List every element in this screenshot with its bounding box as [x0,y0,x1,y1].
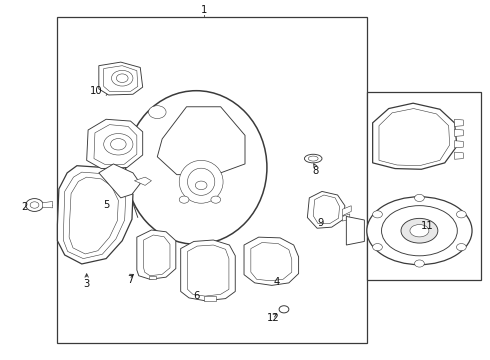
Circle shape [179,196,189,203]
Polygon shape [373,103,457,169]
Polygon shape [307,192,345,228]
Polygon shape [343,206,351,216]
Circle shape [111,139,126,150]
Circle shape [26,199,43,211]
Text: 1: 1 [200,5,207,15]
Text: 5: 5 [103,200,109,210]
Polygon shape [148,276,156,279]
Ellipse shape [179,160,223,203]
Circle shape [148,106,166,118]
Text: 4: 4 [273,277,280,287]
Text: 11: 11 [421,221,434,231]
Circle shape [372,211,382,218]
Circle shape [372,244,382,251]
Text: 12: 12 [267,312,280,323]
Polygon shape [343,214,350,221]
Text: 10: 10 [90,86,103,96]
Polygon shape [134,177,151,185]
Polygon shape [87,119,143,168]
Circle shape [112,70,133,86]
Ellipse shape [308,156,318,161]
Polygon shape [57,166,133,264]
Ellipse shape [410,225,429,237]
Circle shape [196,181,207,190]
Circle shape [415,260,424,267]
Polygon shape [346,216,365,245]
Bar [57,18,367,342]
Polygon shape [181,240,235,301]
Text: 2: 2 [22,202,28,212]
Polygon shape [455,129,463,136]
Polygon shape [42,202,52,208]
Circle shape [116,74,128,82]
Circle shape [30,202,39,208]
Ellipse shape [401,219,438,243]
Polygon shape [455,141,463,148]
Polygon shape [99,62,143,95]
Polygon shape [203,296,216,301]
Ellipse shape [304,154,322,163]
Text: 8: 8 [313,166,319,176]
Bar [367,93,481,280]
Polygon shape [157,107,245,175]
Circle shape [104,134,133,155]
Circle shape [457,211,466,218]
Text: 3: 3 [83,279,90,289]
Polygon shape [244,237,298,285]
Ellipse shape [367,197,472,265]
Ellipse shape [188,168,215,195]
Ellipse shape [382,206,457,256]
Circle shape [457,244,466,251]
Circle shape [415,194,424,202]
Ellipse shape [125,91,267,244]
Text: 9: 9 [318,218,324,228]
Polygon shape [455,119,463,126]
Text: 6: 6 [193,291,199,301]
Polygon shape [99,164,140,198]
Polygon shape [455,152,463,159]
Circle shape [211,196,220,203]
Text: 7: 7 [127,275,134,285]
Circle shape [279,306,289,313]
Polygon shape [137,230,176,279]
